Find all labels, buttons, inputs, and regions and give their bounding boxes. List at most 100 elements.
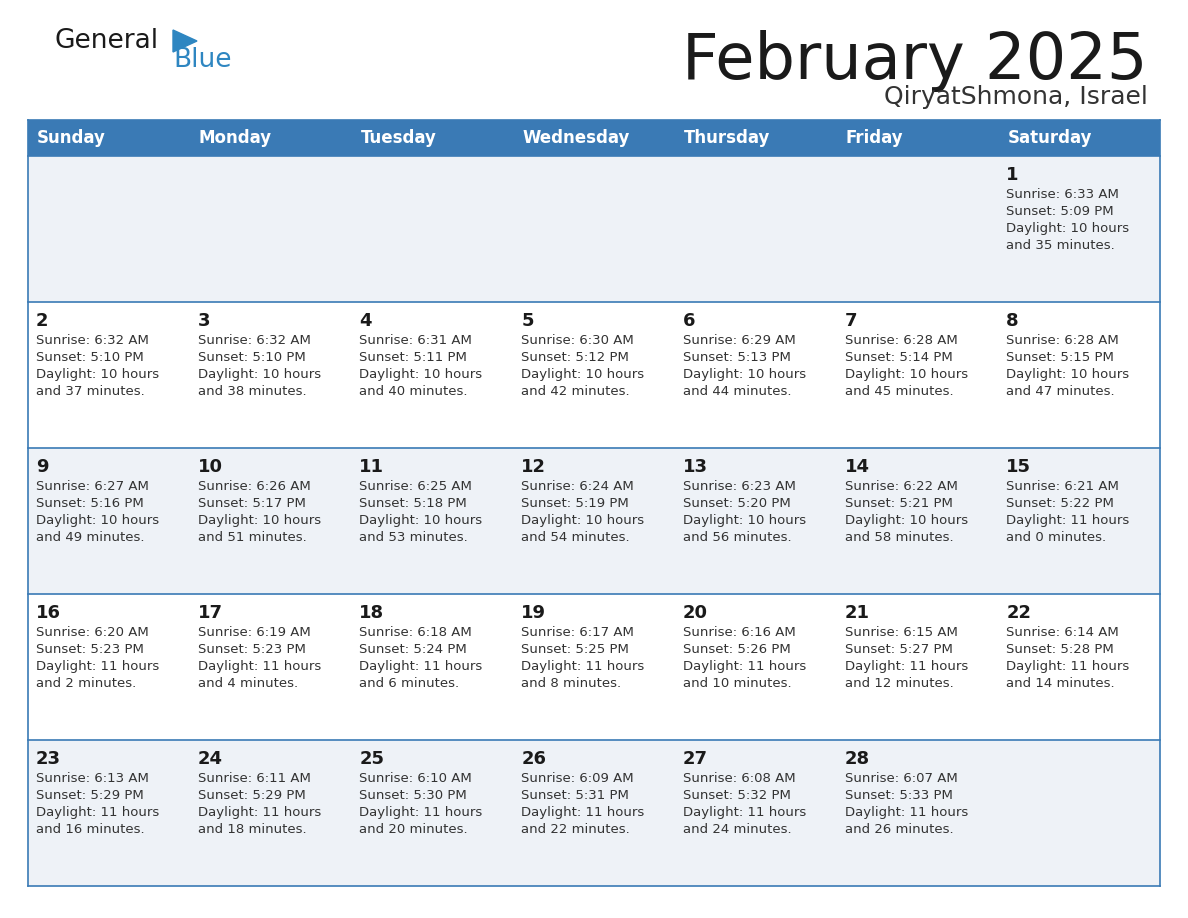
Text: Friday: Friday: [846, 129, 903, 147]
Bar: [352, 120, 513, 156]
Text: 3: 3: [197, 312, 210, 330]
Text: Daylight: 11 hours: Daylight: 11 hours: [197, 806, 321, 819]
Text: 16: 16: [36, 604, 61, 622]
Bar: [29, 156, 1159, 302]
Text: 5: 5: [522, 312, 533, 330]
Bar: [675, 120, 836, 156]
Text: Daylight: 11 hours: Daylight: 11 hours: [683, 806, 807, 819]
Text: Blue: Blue: [173, 47, 232, 73]
Text: 28: 28: [845, 750, 870, 768]
Text: Sunrise: 6:22 AM: Sunrise: 6:22 AM: [845, 480, 958, 493]
Text: Sunset: 5:11 PM: Sunset: 5:11 PM: [360, 351, 467, 364]
Text: Sunset: 5:28 PM: Sunset: 5:28 PM: [1006, 643, 1114, 656]
Text: and 53 minutes.: and 53 minutes.: [360, 531, 468, 544]
Text: and 37 minutes.: and 37 minutes.: [36, 385, 145, 398]
Text: Sunrise: 6:21 AM: Sunrise: 6:21 AM: [1006, 480, 1119, 493]
Text: Sunrise: 6:19 AM: Sunrise: 6:19 AM: [197, 626, 310, 639]
Text: Daylight: 11 hours: Daylight: 11 hours: [845, 806, 968, 819]
Text: Sunrise: 6:15 AM: Sunrise: 6:15 AM: [845, 626, 958, 639]
Text: 19: 19: [522, 604, 546, 622]
Text: Daylight: 10 hours: Daylight: 10 hours: [1006, 222, 1130, 235]
Text: and 12 minutes.: and 12 minutes.: [845, 677, 953, 690]
Text: Wednesday: Wednesday: [523, 129, 630, 147]
Text: Daylight: 11 hours: Daylight: 11 hours: [845, 660, 968, 673]
Text: Sunrise: 6:28 AM: Sunrise: 6:28 AM: [1006, 334, 1119, 347]
Text: Sunrise: 6:18 AM: Sunrise: 6:18 AM: [360, 626, 472, 639]
Text: and 54 minutes.: and 54 minutes.: [522, 531, 630, 544]
Bar: [998, 120, 1159, 156]
Text: Sunset: 5:27 PM: Sunset: 5:27 PM: [845, 643, 953, 656]
Text: 10: 10: [197, 458, 222, 476]
Text: and 2 minutes.: and 2 minutes.: [36, 677, 137, 690]
Text: Daylight: 10 hours: Daylight: 10 hours: [522, 368, 644, 381]
Text: 27: 27: [683, 750, 708, 768]
Text: Sunset: 5:12 PM: Sunset: 5:12 PM: [522, 351, 628, 364]
Text: Sunrise: 6:17 AM: Sunrise: 6:17 AM: [522, 626, 634, 639]
Text: and 40 minutes.: and 40 minutes.: [360, 385, 468, 398]
Text: Sunrise: 6:25 AM: Sunrise: 6:25 AM: [360, 480, 473, 493]
Text: Daylight: 11 hours: Daylight: 11 hours: [360, 660, 482, 673]
Text: Sunset: 5:21 PM: Sunset: 5:21 PM: [845, 497, 953, 510]
Text: 13: 13: [683, 458, 708, 476]
Text: Sunset: 5:18 PM: Sunset: 5:18 PM: [360, 497, 467, 510]
Text: Sunset: 5:09 PM: Sunset: 5:09 PM: [1006, 205, 1114, 218]
Text: Sunset: 5:20 PM: Sunset: 5:20 PM: [683, 497, 790, 510]
Text: Sunset: 5:29 PM: Sunset: 5:29 PM: [36, 789, 144, 802]
Text: 11: 11: [360, 458, 385, 476]
Text: Sunrise: 6:23 AM: Sunrise: 6:23 AM: [683, 480, 796, 493]
Text: Sunrise: 6:28 AM: Sunrise: 6:28 AM: [845, 334, 958, 347]
Text: and 58 minutes.: and 58 minutes.: [845, 531, 953, 544]
Text: Sunrise: 6:32 AM: Sunrise: 6:32 AM: [197, 334, 310, 347]
Text: Sunset: 5:13 PM: Sunset: 5:13 PM: [683, 351, 791, 364]
Text: Daylight: 10 hours: Daylight: 10 hours: [360, 368, 482, 381]
Text: Daylight: 11 hours: Daylight: 11 hours: [360, 806, 482, 819]
Text: Sunset: 5:24 PM: Sunset: 5:24 PM: [360, 643, 467, 656]
Bar: [29, 594, 1159, 740]
Text: 24: 24: [197, 750, 222, 768]
Text: Sunset: 5:26 PM: Sunset: 5:26 PM: [683, 643, 790, 656]
Polygon shape: [173, 30, 197, 52]
Text: Sunset: 5:29 PM: Sunset: 5:29 PM: [197, 789, 305, 802]
Text: Sunset: 5:22 PM: Sunset: 5:22 PM: [1006, 497, 1114, 510]
Text: Daylight: 11 hours: Daylight: 11 hours: [36, 660, 159, 673]
Text: Sunrise: 6:16 AM: Sunrise: 6:16 AM: [683, 626, 796, 639]
Text: Sunrise: 6:14 AM: Sunrise: 6:14 AM: [1006, 626, 1119, 639]
Text: February 2025: February 2025: [682, 30, 1148, 92]
Text: and 20 minutes.: and 20 minutes.: [360, 823, 468, 836]
Text: Sunset: 5:10 PM: Sunset: 5:10 PM: [36, 351, 144, 364]
Text: Sunset: 5:16 PM: Sunset: 5:16 PM: [36, 497, 144, 510]
Text: Daylight: 11 hours: Daylight: 11 hours: [36, 806, 159, 819]
Text: and 45 minutes.: and 45 minutes.: [845, 385, 953, 398]
Text: Sunset: 5:19 PM: Sunset: 5:19 PM: [522, 497, 628, 510]
Text: Sunset: 5:14 PM: Sunset: 5:14 PM: [845, 351, 953, 364]
Text: Sunrise: 6:11 AM: Sunrise: 6:11 AM: [197, 772, 310, 785]
Text: 21: 21: [845, 604, 870, 622]
Text: Daylight: 10 hours: Daylight: 10 hours: [845, 514, 968, 527]
Text: Sunrise: 6:10 AM: Sunrise: 6:10 AM: [360, 772, 472, 785]
Text: Sunset: 5:25 PM: Sunset: 5:25 PM: [522, 643, 628, 656]
Bar: [836, 120, 998, 156]
Text: Daylight: 10 hours: Daylight: 10 hours: [522, 514, 644, 527]
Text: Daylight: 11 hours: Daylight: 11 hours: [1006, 660, 1130, 673]
Text: Sunset: 5:23 PM: Sunset: 5:23 PM: [197, 643, 305, 656]
Text: Sunrise: 6:33 AM: Sunrise: 6:33 AM: [1006, 188, 1119, 201]
Text: Sunrise: 6:07 AM: Sunrise: 6:07 AM: [845, 772, 958, 785]
Text: Sunset: 5:32 PM: Sunset: 5:32 PM: [683, 789, 791, 802]
Text: Sunrise: 6:27 AM: Sunrise: 6:27 AM: [36, 480, 148, 493]
Text: Sunrise: 6:20 AM: Sunrise: 6:20 AM: [36, 626, 148, 639]
Text: 17: 17: [197, 604, 222, 622]
Text: and 22 minutes.: and 22 minutes.: [522, 823, 630, 836]
Text: 20: 20: [683, 604, 708, 622]
Text: and 26 minutes.: and 26 minutes.: [845, 823, 953, 836]
Text: Daylight: 10 hours: Daylight: 10 hours: [683, 368, 805, 381]
Text: 25: 25: [360, 750, 385, 768]
Text: Sunset: 5:15 PM: Sunset: 5:15 PM: [1006, 351, 1114, 364]
Text: Sunset: 5:33 PM: Sunset: 5:33 PM: [845, 789, 953, 802]
Text: Sunrise: 6:31 AM: Sunrise: 6:31 AM: [360, 334, 473, 347]
Text: 26: 26: [522, 750, 546, 768]
Text: Sunrise: 6:30 AM: Sunrise: 6:30 AM: [522, 334, 634, 347]
Text: 7: 7: [845, 312, 857, 330]
Text: 2: 2: [36, 312, 49, 330]
Text: and 0 minutes.: and 0 minutes.: [1006, 531, 1106, 544]
Text: Daylight: 11 hours: Daylight: 11 hours: [683, 660, 807, 673]
